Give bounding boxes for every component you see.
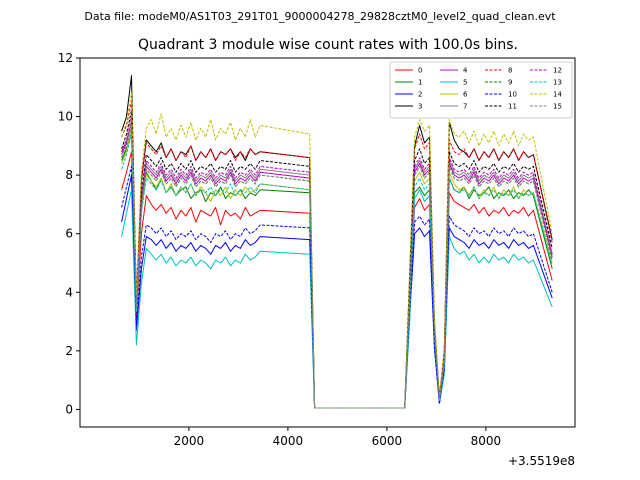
x-offset-label: +3.5519e8 xyxy=(508,454,575,468)
legend-label-7: 7 xyxy=(463,103,467,111)
series-layer xyxy=(121,75,553,409)
legend-label-1: 1 xyxy=(418,79,422,87)
series-line-8 xyxy=(121,101,553,409)
series-line-13 xyxy=(121,133,553,409)
legend-label-4: 4 xyxy=(463,67,468,75)
y-tick-label: 8 xyxy=(65,168,73,182)
x-tick-label: 6000 xyxy=(372,434,403,448)
legend-label-14: 14 xyxy=(553,91,562,99)
y-tick-label: 0 xyxy=(65,402,73,416)
axes-frame xyxy=(79,57,576,428)
legend-label-5: 5 xyxy=(463,79,467,87)
y-tick-label: 2 xyxy=(65,344,73,358)
legend-label-11: 11 xyxy=(508,103,517,111)
legend-box xyxy=(389,61,573,119)
series-line-14 xyxy=(121,92,553,409)
chart-suptitle: Data file: modeM0/AS1T03_291T01_90000042… xyxy=(84,10,556,23)
legend-label-9: 9 xyxy=(508,79,512,87)
legend-label-2: 2 xyxy=(418,91,422,99)
x-tick-label: 4000 xyxy=(273,434,304,448)
legend-label-8: 8 xyxy=(508,67,512,75)
x-tick-label: 8000 xyxy=(471,434,502,448)
y-tick-label: 4 xyxy=(65,285,73,299)
legend-label-3: 3 xyxy=(418,103,422,111)
legend-label-12: 12 xyxy=(553,67,562,75)
x-tick-label: 2000 xyxy=(174,434,205,448)
y-tick-label: 10 xyxy=(58,110,73,124)
legend-label-0: 0 xyxy=(418,67,422,75)
y-tick-label: 12 xyxy=(58,51,73,65)
legend-label-10: 10 xyxy=(508,91,517,99)
series-line-15 xyxy=(121,124,553,409)
y-tick-label: 6 xyxy=(65,227,73,241)
chart-title: Quadrant 3 module wise count rates with … xyxy=(138,37,518,53)
legend-label-13: 13 xyxy=(553,79,562,87)
legend-label-15: 15 xyxy=(553,103,562,111)
legend-label-6: 6 xyxy=(463,91,468,99)
